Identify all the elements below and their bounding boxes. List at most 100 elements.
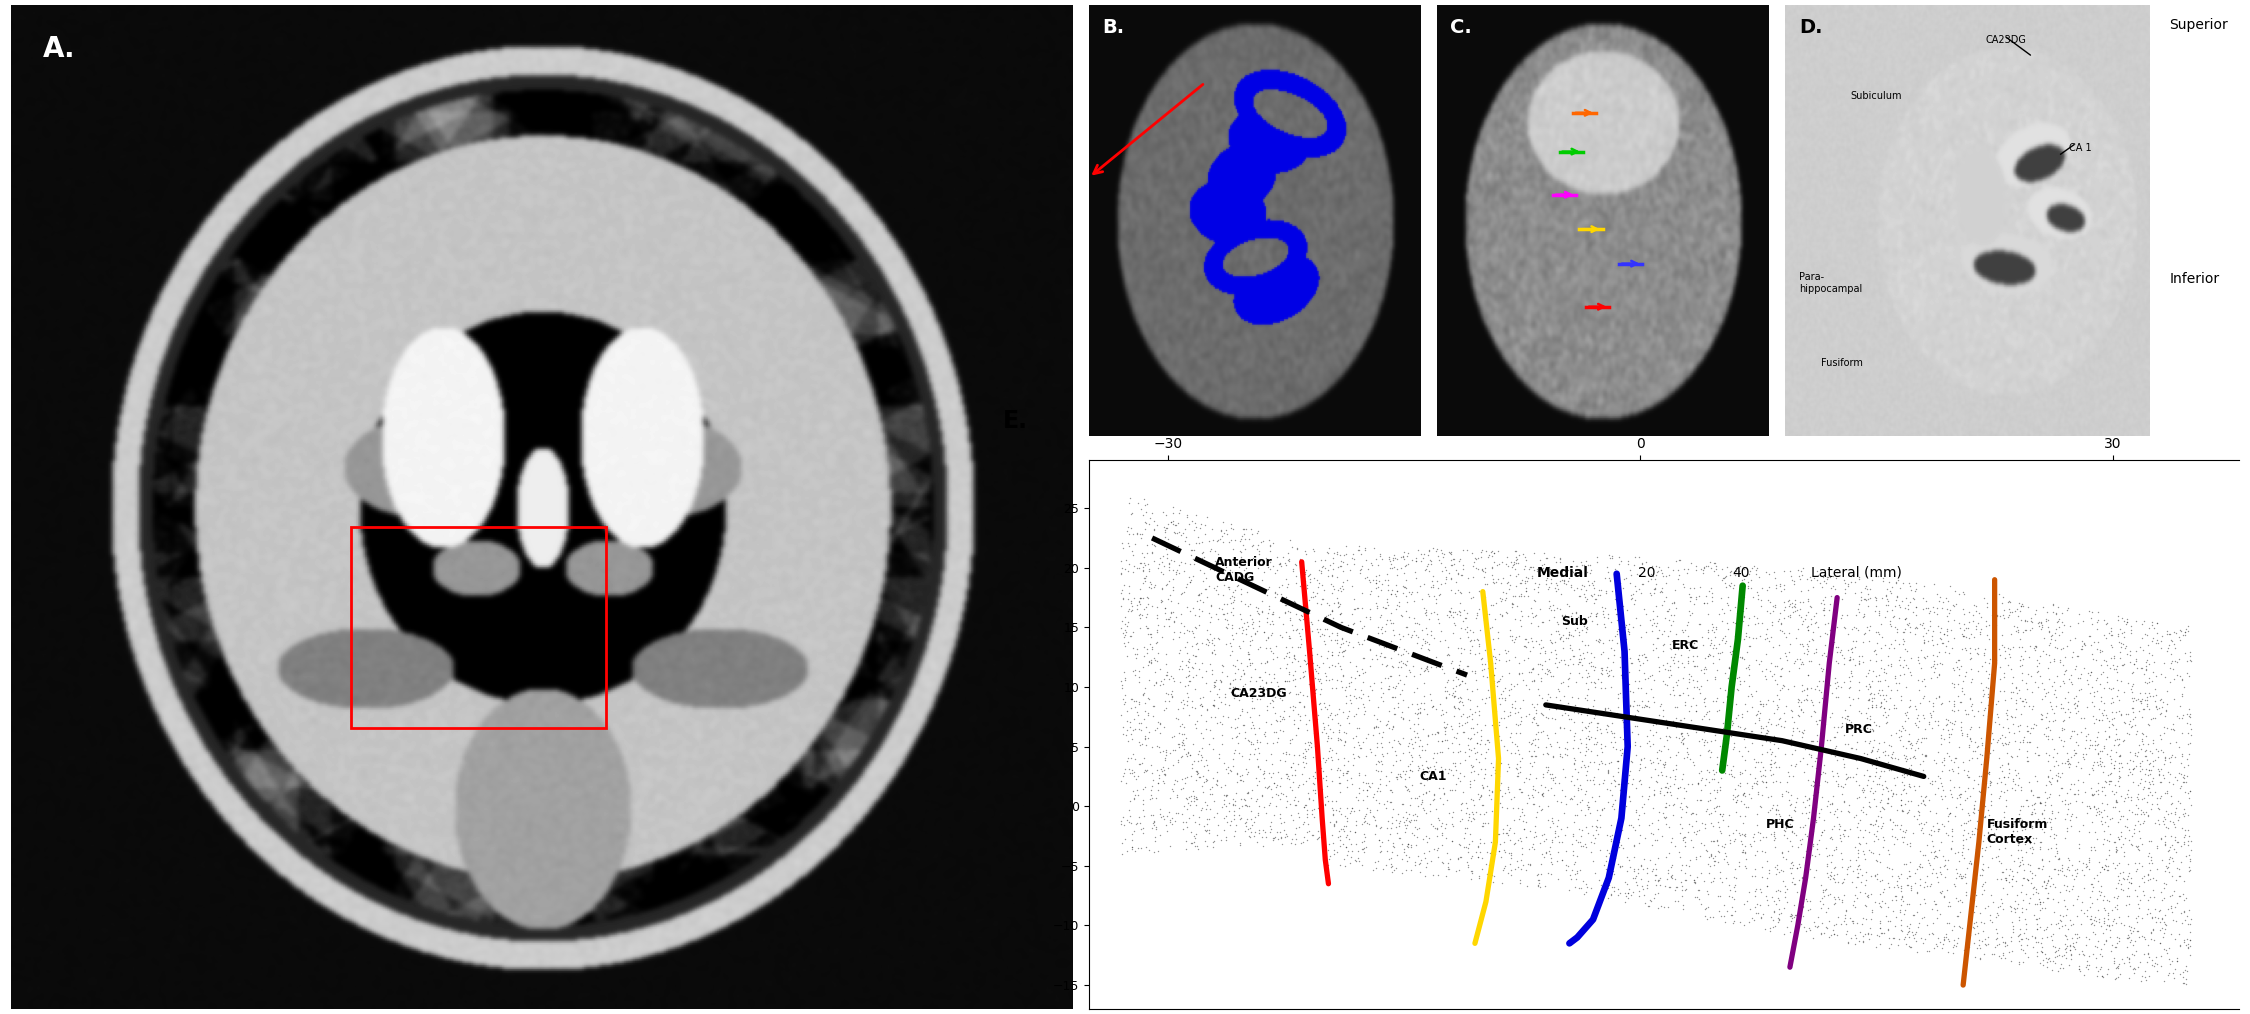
Point — [2081, 644, 2117, 660]
Point — [1640, 812, 1676, 828]
Point — [2025, 675, 2061, 692]
Point — [1616, 586, 1652, 602]
Point — [1386, 767, 1422, 783]
Point — [2032, 654, 2068, 670]
Point — [2032, 853, 2068, 869]
Point — [1672, 750, 1708, 767]
Point — [1213, 730, 1249, 746]
Point — [1708, 746, 1744, 763]
Point — [1400, 716, 1436, 732]
Point — [1852, 768, 1888, 784]
Point — [1172, 793, 1208, 809]
Point — [1780, 920, 1816, 936]
Point — [2126, 887, 2162, 903]
Point — [1197, 793, 1233, 809]
Point — [2077, 683, 2113, 700]
Point — [1660, 779, 1696, 795]
Point — [1942, 891, 1978, 908]
Point — [1804, 661, 1840, 677]
Point — [1690, 743, 1726, 759]
Point — [2099, 959, 2135, 975]
Point — [1831, 930, 1867, 946]
Point — [1323, 644, 1359, 660]
Point — [2088, 787, 2124, 803]
Point — [2110, 888, 2146, 904]
Point — [1910, 878, 1946, 894]
Point — [2041, 942, 2077, 958]
Point — [1793, 758, 1829, 775]
Point — [1980, 586, 2016, 602]
Point — [1404, 742, 1440, 758]
Point — [1606, 779, 1642, 795]
Point — [1791, 791, 1827, 807]
Point — [2115, 700, 2151, 716]
Point — [1825, 715, 1861, 731]
Point — [1350, 782, 1386, 798]
Point — [2018, 930, 2054, 946]
Point — [1708, 681, 1744, 698]
Point — [1624, 699, 1660, 715]
Point — [2016, 640, 2052, 656]
Point — [1888, 796, 1924, 812]
Point — [1444, 698, 1480, 714]
Point — [1467, 750, 1503, 767]
Point — [1377, 586, 1413, 602]
Point — [1328, 537, 1364, 554]
Point — [1312, 606, 1348, 623]
Point — [2043, 697, 2079, 713]
Point — [1654, 859, 1690, 875]
Point — [1372, 859, 1408, 875]
Point — [1973, 797, 2009, 813]
Point — [1256, 830, 1292, 847]
Point — [1112, 526, 1148, 542]
Point — [1838, 852, 1874, 868]
Point — [1570, 590, 1606, 606]
Point — [1303, 701, 1339, 717]
Point — [2048, 897, 2084, 914]
Point — [2131, 780, 2167, 796]
Point — [1728, 845, 1764, 861]
Point — [1208, 813, 1244, 829]
Point — [1973, 821, 2009, 838]
Point — [1154, 515, 1190, 531]
Point — [1858, 853, 1894, 869]
Point — [1370, 680, 1406, 697]
Point — [1672, 867, 1708, 883]
Point — [1559, 807, 1595, 823]
Point — [1490, 755, 1526, 772]
Point — [1645, 597, 1681, 613]
Point — [1701, 606, 1737, 623]
Point — [1440, 850, 1476, 866]
Point — [1854, 911, 1890, 927]
Point — [1690, 849, 1726, 865]
Point — [1215, 618, 1251, 634]
Point — [1256, 645, 1292, 661]
Point — [1447, 723, 1483, 739]
Point — [1487, 584, 1523, 600]
Point — [1303, 695, 1339, 711]
Point — [2061, 961, 2097, 977]
Point — [1370, 670, 1406, 686]
Point — [1892, 776, 1928, 792]
Point — [1944, 844, 1980, 860]
Point — [1240, 619, 1276, 635]
Point — [1892, 793, 1928, 809]
Point — [1915, 623, 1951, 639]
Point — [1325, 817, 1361, 834]
Point — [1375, 864, 1411, 880]
Point — [1246, 674, 1282, 691]
Point — [2102, 958, 2138, 974]
Point — [1559, 739, 1595, 755]
Point — [2054, 930, 2090, 946]
Point — [1910, 622, 1946, 638]
Point — [1384, 796, 1420, 812]
Point — [1665, 655, 1701, 671]
Point — [2131, 685, 2167, 702]
Point — [1762, 578, 1798, 594]
Point — [1406, 846, 1442, 862]
Point — [1557, 725, 1593, 741]
Point — [1519, 697, 1555, 713]
Point — [1181, 691, 1217, 707]
Point — [1505, 546, 1541, 562]
Point — [2005, 849, 2041, 865]
